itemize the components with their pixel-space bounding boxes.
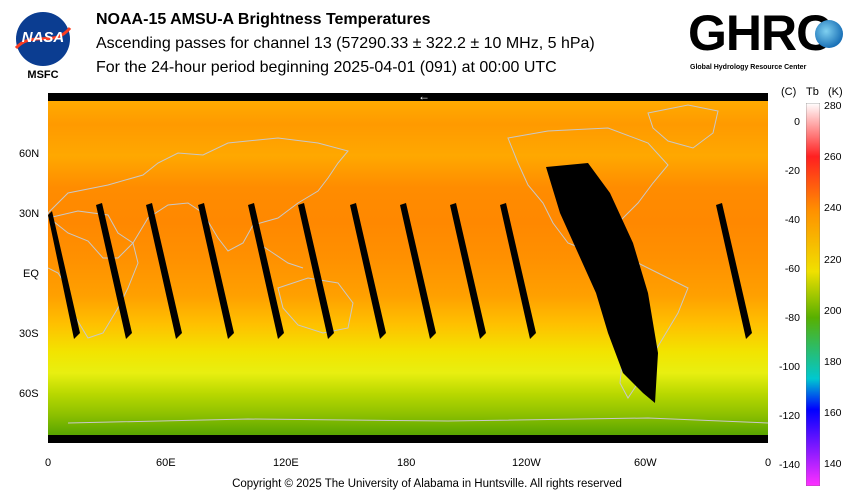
swath-gap (48, 211, 80, 339)
lat-label-30n: 30N (19, 208, 40, 220)
kelvin-tick-label: 240 (824, 202, 842, 215)
celsius-tick-label: -60 (784, 263, 800, 275)
kelvin-tick-label: 260 (824, 151, 842, 164)
temperature-field (48, 93, 768, 443)
celsius-tick-label: -100 (778, 361, 800, 373)
swath-gap (248, 203, 284, 339)
colorbar (806, 103, 820, 486)
celsius-tick-label: -140 (778, 459, 800, 471)
lon-label-60w: 60W (634, 457, 657, 469)
maritime-islands-outline (257, 242, 304, 269)
nasa-logo: NASA MSFC (12, 12, 74, 82)
swath-gaps (48, 163, 752, 403)
eurasia-outline (48, 137, 349, 259)
swath-gap (450, 203, 486, 339)
kelvin-tick-label: 180 (824, 356, 842, 368)
lon-label-60e: 60E (156, 457, 176, 469)
celsius-tick-label: -80 (784, 312, 800, 324)
ghrc-full-name: Global Hydrology Resource Center (690, 64, 807, 71)
lon-label-120e: 120E (273, 457, 299, 469)
period-subtitle: For the 24-hour period beginning 2025-04… (96, 59, 557, 76)
ghrc-logo-text: GHRC (688, 5, 832, 61)
celsius-tick-label: -120 (778, 410, 800, 422)
swath-gap (198, 203, 234, 339)
swath-gap (716, 203, 752, 339)
large-swath-gap (546, 163, 658, 403)
copyright-notice: Copyright © 2025 The University of Alaba… (232, 478, 622, 490)
swath-gap (400, 203, 436, 339)
channel-subtitle: Ascending passes for channel 13 (57290.3… (96, 35, 595, 52)
kelvin-tick-label: 220 (824, 253, 842, 266)
title-block: NOAA-15 AMSU-A Brightness Temperatures A… (96, 11, 595, 83)
colorbar-kelvin-header: (K) (828, 86, 843, 98)
lat-label-60n: 60N (19, 148, 40, 160)
colorbar-tb-header: Tb (806, 86, 819, 98)
colorbar-gradient (806, 103, 820, 486)
no-data-band-bottom (48, 435, 768, 443)
ghrc-logo: GHRC Global Hydrology Resource Center (688, 5, 850, 78)
swath-gap (500, 203, 536, 339)
lat-label-eq: EQ (23, 268, 39, 280)
swath-gap (298, 203, 334, 339)
brightness-temperature-map: ← (48, 93, 768, 443)
swath-gap (350, 203, 386, 339)
swath-gap (96, 203, 132, 339)
lon-label-120w: 120W (512, 457, 541, 469)
swath-gap (146, 203, 182, 339)
celsius-tick-label: -40 (784, 214, 800, 226)
page-title: NOAA-15 AMSU-A Brightness Temperatures (96, 11, 431, 28)
antarctica-outline (67, 417, 768, 424)
greenland-outline (647, 104, 719, 149)
direction-arrow: ← (418, 93, 430, 103)
nasa-logo-text: NASA (21, 29, 65, 46)
celsius-tick-label: 0 (794, 116, 800, 128)
kelvin-tick-label: 140 (824, 458, 842, 471)
center-label: MSFC (27, 69, 59, 81)
nasa-swoosh-icon (14, 26, 72, 50)
no-data-band-top (48, 93, 768, 101)
lon-label-180: 180 (397, 457, 416, 469)
lat-label-30s: 30S (19, 328, 39, 340)
colorbar-celsius-header: (C) (781, 86, 797, 98)
kelvin-tick-label: 200 (824, 304, 842, 317)
celsius-tick-label: -20 (784, 165, 800, 177)
globe-icon (815, 20, 843, 48)
kelvin-tick-label: 280 (824, 100, 842, 112)
kelvin-tick-label: 160 (824, 407, 842, 420)
lon-label-0: 0 (45, 457, 52, 469)
lon-label-0-east: 0 (765, 457, 772, 469)
lat-label-60s: 60S (19, 388, 39, 400)
